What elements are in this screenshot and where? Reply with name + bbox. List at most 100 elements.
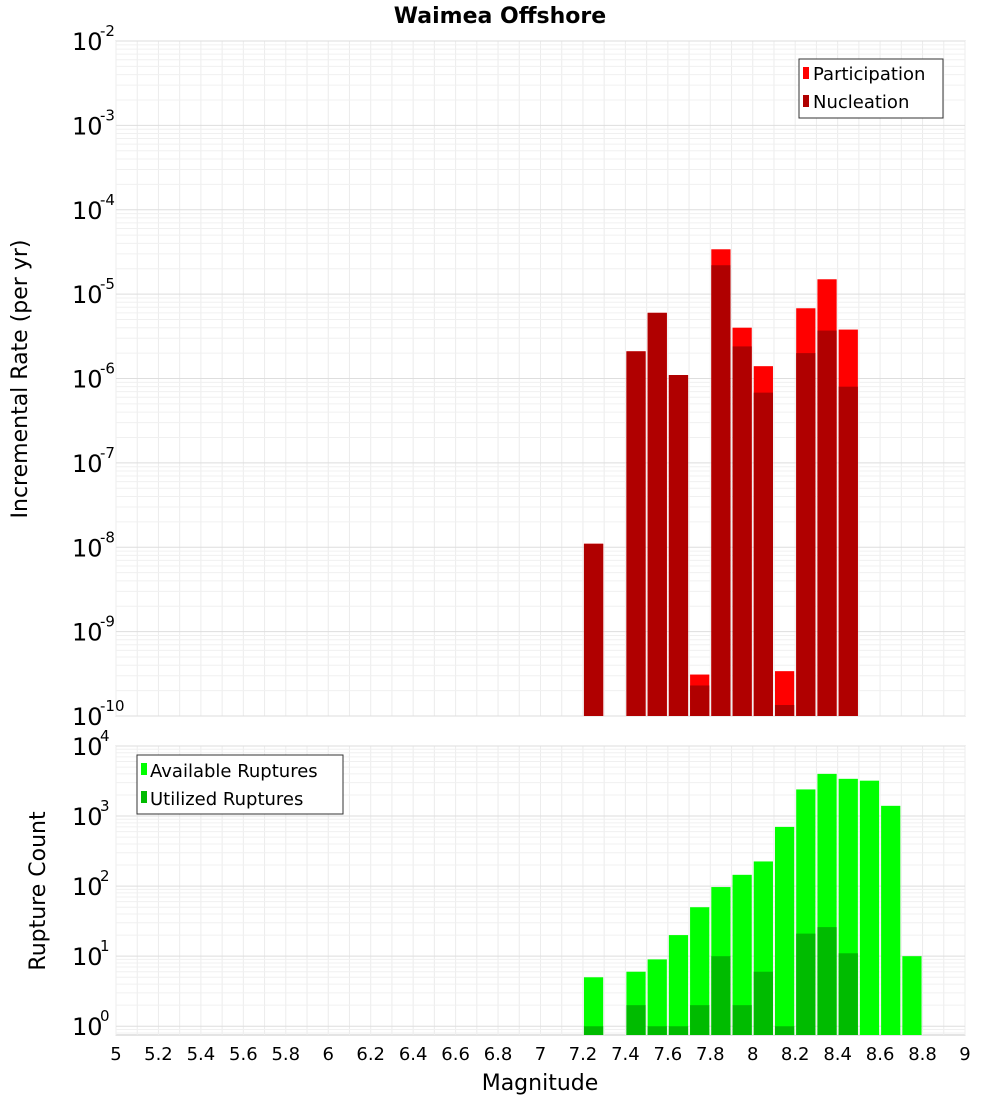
- bar-utilized-ruptures: [626, 1005, 646, 1035]
- bar-nucleation: [753, 392, 773, 716]
- bar-nucleation: [626, 351, 646, 716]
- rate-plot-y-axis-label: Incremental Rate (per yr): [8, 240, 33, 519]
- x-tick-label: 7: [535, 1044, 546, 1065]
- bar-nucleation: [690, 685, 710, 716]
- x-tick-label: 7.2: [569, 1044, 598, 1065]
- bar-nucleation: [647, 312, 667, 716]
- legend-label-nucleation: Nucleation: [813, 92, 909, 113]
- x-tick-label: 5.2: [144, 1044, 173, 1065]
- legend-label-participation: Participation: [813, 64, 925, 85]
- bar-utilized-ruptures: [732, 1005, 752, 1035]
- bar-available-ruptures: [732, 874, 752, 1035]
- x-tick-label: 7.4: [611, 1044, 640, 1065]
- y-tick-label: 10-5: [72, 275, 115, 309]
- x-tick-label: 5.8: [271, 1044, 300, 1065]
- y-tick-exponent: 0: [100, 1007, 110, 1025]
- y-tick-label: 10-10: [72, 697, 125, 731]
- y-tick-base: 10: [72, 733, 103, 761]
- rate-plot-legend-box: [798, 58, 944, 119]
- bar-utilized-ruptures: [817, 927, 837, 1035]
- y-tick-label: 10-4: [72, 191, 115, 225]
- bar-utilized-ruptures: [583, 1026, 604, 1035]
- bar-nucleation: [796, 353, 816, 716]
- bar-nucleation: [732, 346, 752, 716]
- x-tick-label: 8.8: [908, 1044, 937, 1065]
- y-tick-exponent: -4: [100, 191, 115, 209]
- bar-utilized-ruptures: [796, 933, 816, 1035]
- legend-swatch-utilized: [141, 791, 147, 803]
- x-axis-label: Magnitude: [482, 1071, 599, 1096]
- count-plot-legend-box: [136, 754, 344, 815]
- y-tick-base: 10: [72, 281, 103, 309]
- bar-utilized-ruptures: [753, 971, 773, 1035]
- y-tick-label: 10-6: [72, 360, 115, 394]
- y-tick-label: 101: [72, 937, 110, 971]
- x-tick-label: 6: [323, 1044, 334, 1065]
- y-tick-base: 10: [72, 619, 103, 647]
- bar-utilized-ruptures: [711, 956, 731, 1035]
- y-tick-exponent: -8: [100, 528, 115, 546]
- x-tick-label: 8.4: [823, 1044, 852, 1065]
- y-tick-exponent: -2: [100, 22, 115, 40]
- y-tick-label: 103: [72, 797, 110, 831]
- legend-label-utilized: Utilized Ruptures: [150, 789, 303, 810]
- x-tick-label: 6.4: [399, 1044, 428, 1065]
- chart-title: Waimea Offshore: [394, 4, 606, 29]
- x-tick-label: 6.8: [484, 1044, 513, 1065]
- y-tick-label: 102: [72, 867, 110, 901]
- x-tick-label: 5: [110, 1044, 121, 1065]
- y-tick-base: 10: [72, 366, 103, 394]
- rate-plot-legend: Participation Nucleation: [798, 58, 944, 119]
- bar-nucleation: [583, 543, 604, 716]
- bar-available-ruptures: [774, 826, 795, 1035]
- y-tick-exponent: -5: [100, 275, 115, 293]
- legend-swatch-nucleation: [803, 95, 809, 107]
- bar-available-ruptures: [859, 780, 880, 1035]
- bar-nucleation: [711, 265, 731, 716]
- x-tick-label: 7.6: [654, 1044, 683, 1065]
- x-tick-label: 6.6: [441, 1044, 470, 1065]
- x-tick-label: 9: [959, 1044, 970, 1065]
- y-tick-exponent: 4: [100, 727, 110, 745]
- x-tick-label: 7.8: [696, 1044, 725, 1065]
- y-tick-base: 10: [72, 197, 103, 225]
- y-tick-label: 10-8: [72, 528, 115, 562]
- x-tick-label: 8: [747, 1044, 758, 1065]
- y-tick-exponent: 1: [100, 937, 110, 955]
- y-tick-base: 10: [72, 450, 103, 478]
- y-tick-label: 10-2: [72, 22, 115, 56]
- count-plot-bars: [583, 773, 922, 1035]
- y-tick-exponent: -9: [100, 613, 115, 631]
- y-tick-exponent: 2: [100, 867, 110, 885]
- bar-nucleation: [817, 330, 837, 716]
- count-plot-legend: Available Ruptures Utilized Ruptures: [136, 754, 344, 815]
- y-tick-base: 10: [72, 28, 103, 56]
- rate-plot-y-ticks: 10-210-310-410-510-610-710-810-910-10: [72, 22, 125, 731]
- count-plot-y-axis-label: Rupture Count: [26, 811, 51, 971]
- bar-available-ruptures: [583, 977, 604, 1035]
- x-tick-label: 8.6: [866, 1044, 895, 1065]
- bar-available-ruptures: [647, 959, 667, 1035]
- bar-nucleation: [838, 386, 858, 716]
- x-tick-label: 8.2: [781, 1044, 810, 1065]
- y-tick-exponent: -6: [100, 360, 115, 378]
- bar-utilized-ruptures: [690, 1005, 710, 1035]
- y-tick-base: 10: [72, 534, 103, 562]
- y-tick-base: 10: [72, 112, 103, 140]
- y-tick-base: 10: [72, 1013, 103, 1041]
- x-tick-label: 6.2: [356, 1044, 385, 1065]
- y-tick-base: 10: [72, 803, 103, 831]
- y-tick-label: 10-7: [72, 444, 115, 478]
- legend-swatch-available: [141, 763, 147, 775]
- rate-plot-grid: [115, 40, 966, 717]
- y-tick-base: 10: [72, 873, 103, 901]
- bar-utilized-ruptures: [838, 953, 858, 1035]
- legend-swatch-participation: [803, 67, 809, 79]
- y-tick-base: 10: [72, 943, 103, 971]
- y-tick-exponent: -3: [100, 106, 115, 124]
- rate-plot-bars: [583, 249, 858, 716]
- bar-nucleation: [774, 705, 795, 716]
- y-tick-exponent: -7: [100, 444, 115, 462]
